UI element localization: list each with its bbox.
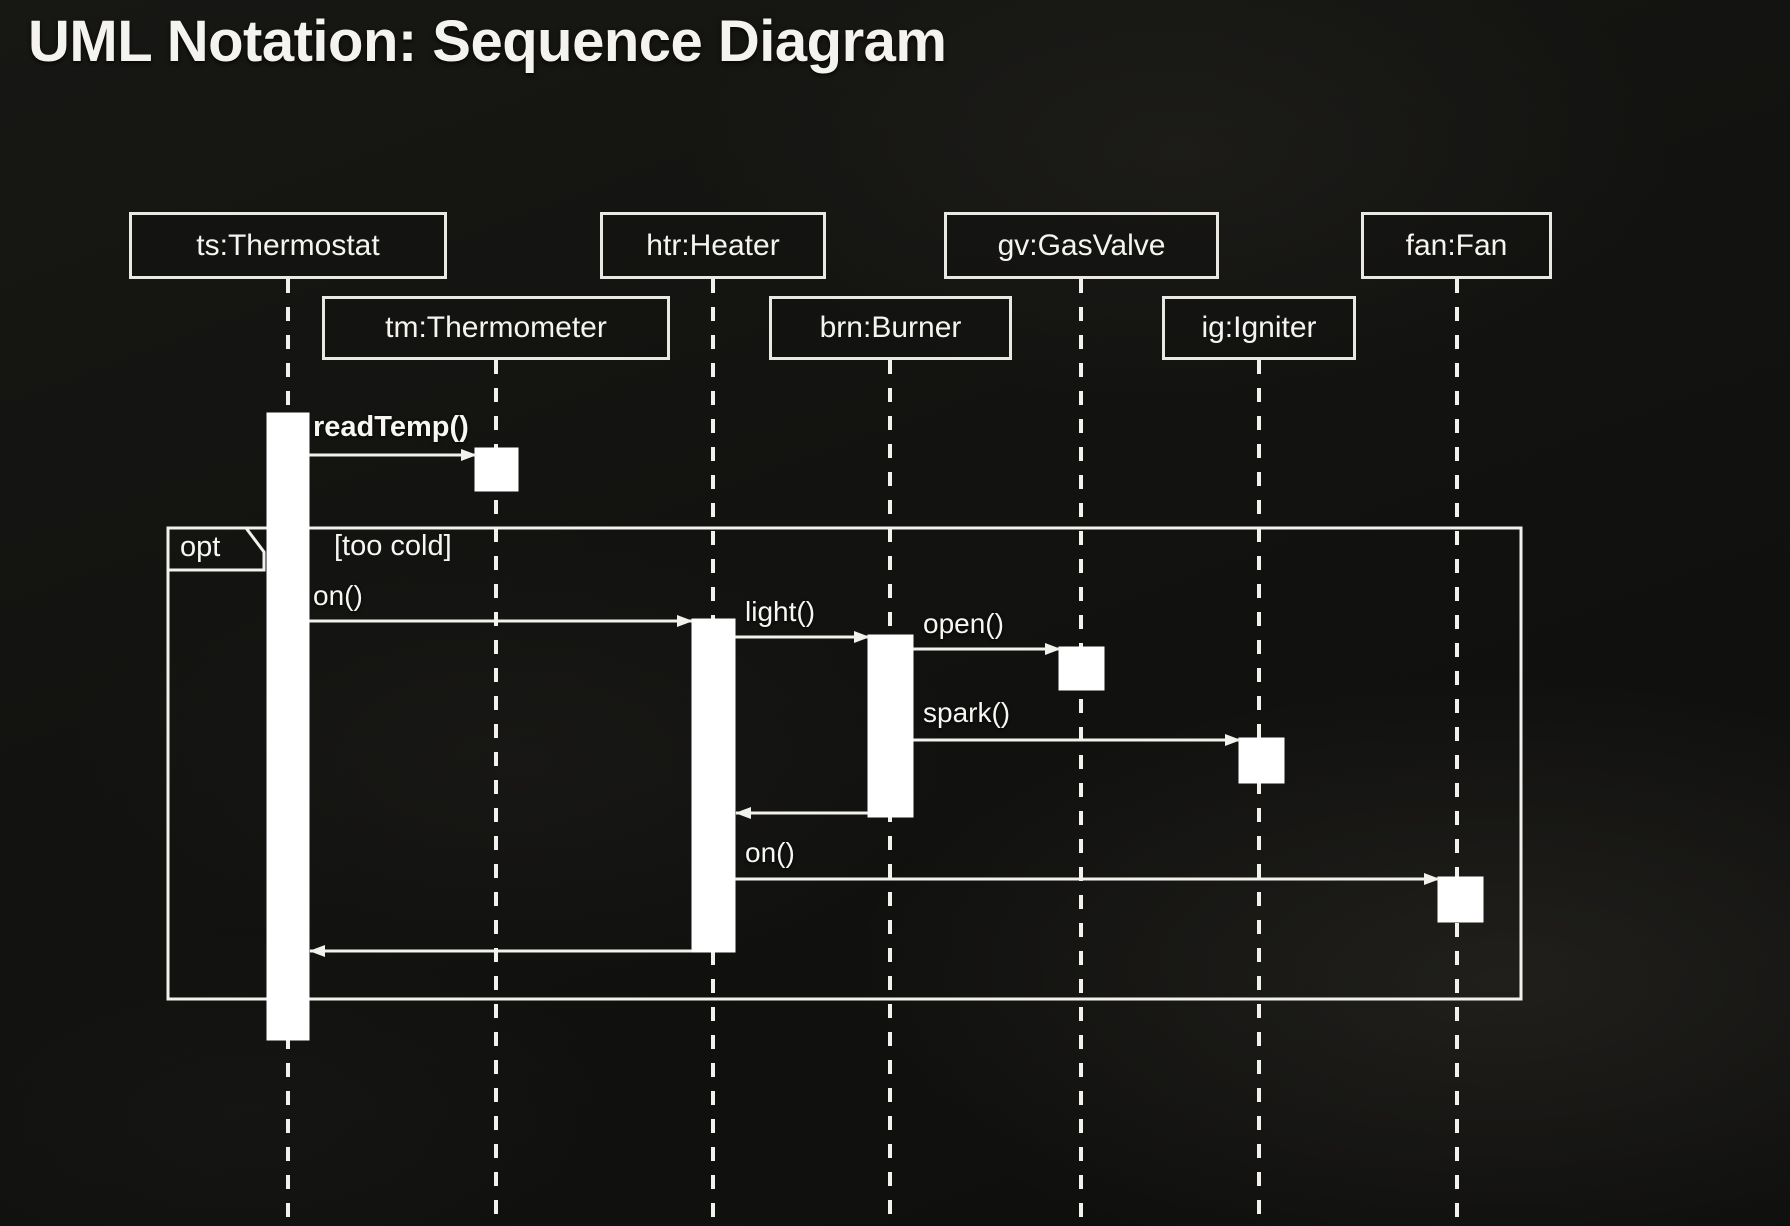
activation-bar-ts [266,412,310,1041]
participant-box-htr[interactable]: htr:Heater [600,212,826,279]
message-label-on-1: on() [313,580,363,611]
message-label-light-2: light() [745,596,816,627]
participant-label-ts: ts:Thermostat [196,228,380,262]
activation-bars-group [266,412,1484,1041]
participant-box-ig[interactable]: ig:Igniter [1162,296,1356,360]
message-label-spark-4: spark() [923,697,1011,728]
fragment-guard-label: [too cold] [334,530,452,562]
activation-bar-tm [474,447,519,492]
fragment-operator-tag [166,526,266,572]
lifelines-group [286,279,1459,1226]
participant-box-tm[interactable]: tm:Thermometer [322,296,670,360]
activation-bar-ig [1238,737,1285,784]
page-title: UML Notation: Sequence Diagram [28,9,947,74]
participant-box-fan[interactable]: fan:Fan [1361,212,1552,279]
participant-label-ig: ig:Igniter [1201,311,1317,344]
participant-label-brn: brn:Burner [819,311,962,344]
participant-box-ts[interactable]: ts:Thermostat [129,212,447,279]
message-arrows-group [309,449,1440,957]
message-label-on-6: on() [745,837,795,868]
activation-bar-gv [1058,646,1105,691]
participant-box-brn[interactable]: brn:Burner [769,296,1012,360]
activation-bar-fan [1437,876,1484,923]
message-label-readTemp-0: readTemp() [313,411,469,443]
fragment-frame [166,526,1523,1001]
participant-label-htr: htr:Heater [646,228,780,262]
participant-label-tm: tm:Thermometer [385,311,607,344]
participant-label-gv: gv:GasValve [997,228,1166,262]
opt-fragment-frame [166,526,1523,1001]
activation-bar-htr [691,618,736,953]
fragment-operator-label: opt [180,531,221,563]
participant-label-fan: fan:Fan [1405,228,1508,262]
activation-bar-brn [867,634,914,818]
participant-box-gv[interactable]: gv:GasValve [944,212,1219,279]
message-label-open-3: open() [923,608,1004,639]
